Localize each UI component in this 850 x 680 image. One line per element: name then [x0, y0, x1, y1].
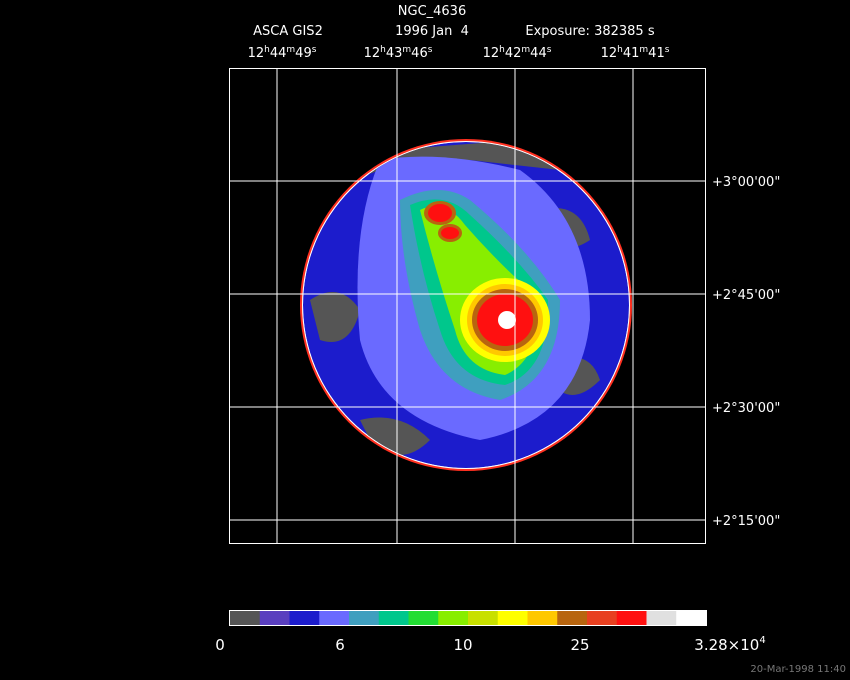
colorbar-label: 0 — [215, 636, 225, 654]
color-swatch — [408, 611, 439, 625]
instrument: ASCA GIS2 — [253, 24, 323, 39]
unit: m — [402, 45, 411, 55]
color-swatch — [438, 611, 469, 625]
number: 0 — [215, 636, 225, 654]
color-swatch — [616, 611, 647, 625]
ra-label: 12h43m46s — [364, 45, 433, 61]
dec-labels: +3°00'00" +2°45'00" +2°30'00" +2°15'00" — [712, 175, 780, 529]
number: 49 — [295, 46, 312, 61]
ra-label: 12h44m49s — [248, 45, 317, 61]
colorbar-label: 6 — [335, 636, 345, 654]
dec-label: +2°45'00" — [712, 288, 780, 303]
colorbar-label: 3.28×104 — [694, 635, 765, 654]
color-swatch — [378, 611, 409, 625]
timestamp: 20-Mar-1998 11:40 — [750, 664, 846, 675]
title: NGC_4636 — [398, 4, 466, 19]
unit: h — [617, 45, 623, 55]
number: 3.28×10 — [694, 636, 759, 654]
unit: h — [264, 45, 270, 55]
number: 46 — [411, 46, 428, 61]
color-swatch — [676, 611, 707, 625]
colorbar: 0 6 10 25 3.28×104 — [215, 610, 766, 654]
unit: m — [521, 45, 530, 55]
number: 25 — [570, 636, 589, 654]
color-swatch — [557, 611, 588, 625]
number: 12 — [248, 46, 265, 61]
unit: s — [312, 45, 317, 55]
number: 41 — [648, 46, 665, 61]
color-swatch — [527, 611, 558, 625]
ra-label: 12h41m41s — [601, 45, 670, 61]
color-swatch — [497, 611, 528, 625]
ra-label: 12h42m44s — [483, 45, 552, 61]
unit: m — [639, 45, 648, 55]
color-swatch — [468, 611, 499, 625]
dec-label: +2°15'00" — [712, 514, 780, 529]
unit: h — [380, 45, 386, 55]
color-swatch — [289, 611, 320, 625]
color-swatch — [259, 611, 290, 625]
date: 1996 Jan 4 — [395, 24, 469, 39]
dec-label: +3°00'00" — [712, 175, 780, 190]
unit: m — [286, 45, 295, 55]
number: 12 — [483, 46, 500, 61]
exponent: 4 — [759, 635, 765, 646]
color-swatch — [230, 611, 261, 625]
number: 43 — [386, 46, 403, 61]
unit: h — [499, 45, 505, 55]
number: 12 — [364, 46, 381, 61]
x-ray-image — [300, 139, 632, 471]
unit: s — [428, 45, 433, 55]
colorbar-label: 25 — [570, 636, 589, 654]
number: 10 — [453, 636, 472, 654]
ra-labels: 12h44m49s 12h43m46s 12h42m44s 12h41m41s — [248, 45, 670, 61]
number: 41 — [623, 46, 640, 61]
unit: s — [665, 45, 670, 55]
number: 12 — [601, 46, 618, 61]
color-swatch — [349, 611, 380, 625]
number: 44 — [530, 46, 547, 61]
number: 44 — [270, 46, 287, 61]
colorbar-frame — [229, 610, 707, 626]
color-swatch — [646, 611, 677, 625]
coordinate-grid — [229, 68, 706, 544]
exposure: Exposure: 382385 s — [525, 24, 654, 39]
unit: s — [547, 45, 552, 55]
number: 42 — [505, 46, 522, 61]
color-swatch — [587, 611, 618, 625]
colorbar-label: 10 — [453, 636, 472, 654]
color-swatch — [319, 611, 350, 625]
dec-label: +2°30'00" — [712, 401, 780, 416]
number: 6 — [335, 636, 345, 654]
